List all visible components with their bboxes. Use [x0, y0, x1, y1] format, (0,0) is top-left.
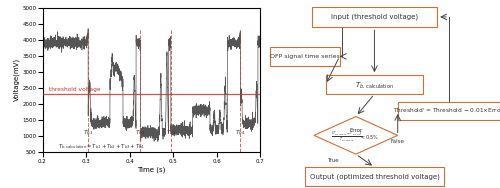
- Text: $T_{b,\mathrm{calculation}}= T_{b1} + T_{b2} + T_{b3}+T_{b4}$: $T_{b,\mathrm{calculation}}= T_{b1} + T_…: [58, 143, 145, 151]
- Text: $T_{b1}$: $T_{b1}$: [83, 128, 94, 136]
- Polygon shape: [314, 117, 398, 154]
- Text: $T_{b2}$: $T_{b2}$: [135, 128, 145, 136]
- Text: Input (threshold voltage): Input (threshold voltage): [331, 14, 418, 20]
- FancyBboxPatch shape: [270, 47, 340, 66]
- Text: threshold voltage: threshold voltage: [48, 87, 100, 92]
- FancyBboxPatch shape: [312, 7, 437, 27]
- Text: $T_{b3}$: $T_{b3}$: [166, 128, 176, 136]
- Text: Output (optimized threshold voltage): Output (optimized threshold voltage): [310, 174, 440, 180]
- Text: $T_{b4}$: $T_{b4}$: [235, 128, 246, 136]
- Y-axis label: Voltage(mV): Voltage(mV): [13, 58, 20, 102]
- Text: $\frac{|T_{b,current}-T_{b,calc}|}{T_{b,current}}\!\!<\!0.5\%$: $\frac{|T_{b,current}-T_{b,calc}|}{T_{b,…: [330, 131, 379, 144]
- Text: Threshold$'$ = Threshold $-$ 0.01$\times$Error: Threshold$'$ = Threshold $-$ 0.01$\times…: [393, 107, 500, 115]
- FancyBboxPatch shape: [304, 167, 444, 186]
- FancyBboxPatch shape: [326, 75, 424, 94]
- FancyBboxPatch shape: [398, 102, 500, 120]
- Text: $T_{b,\,\mathrm{calculation}}$: $T_{b,\,\mathrm{calculation}}$: [355, 80, 394, 90]
- Text: False: False: [391, 139, 404, 144]
- Text: OFP signal time series: OFP signal time series: [270, 54, 340, 59]
- Text: True: True: [327, 158, 338, 163]
- Text: Error: Error: [349, 128, 362, 133]
- X-axis label: Time (s): Time (s): [137, 166, 166, 173]
